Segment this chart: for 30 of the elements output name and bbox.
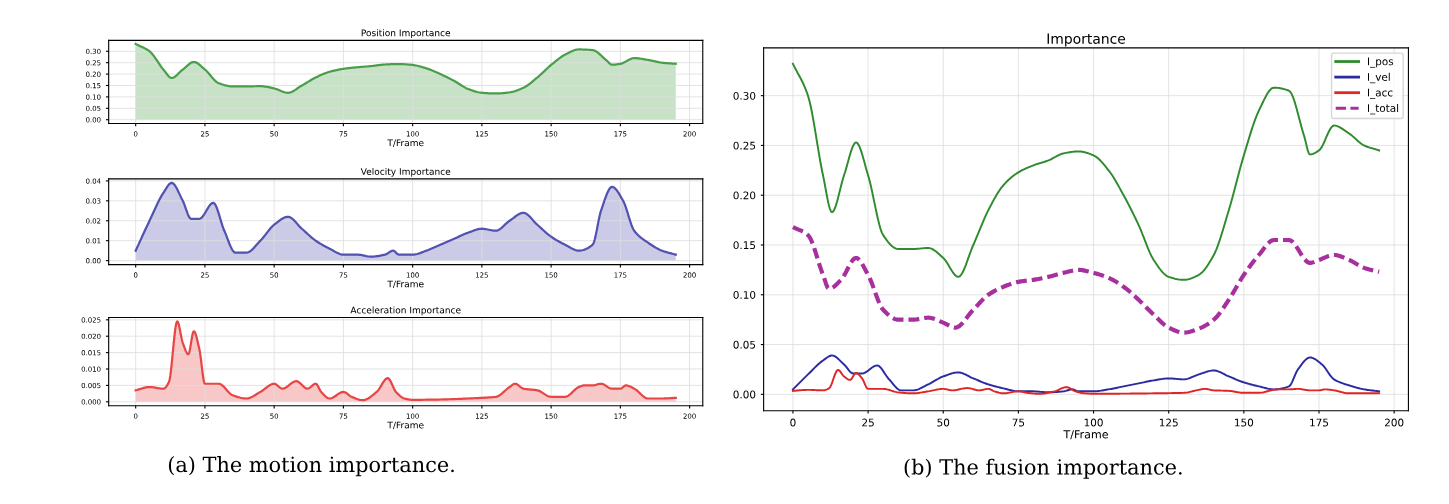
y-tick-label: 0.10 (733, 291, 756, 299)
chart-title: Position Importance (361, 29, 451, 39)
x-tick-label: 0 (790, 418, 796, 427)
chart-title: Acceleration Importance (350, 306, 461, 316)
text: (b) The fusion importance. (904, 458, 1182, 479)
y-tick-label: 0.15 (733, 241, 756, 250)
x-axis-title: T/Frame (387, 421, 424, 430)
x-axis-title: T/Frame (387, 139, 424, 147)
chart-title: Velocity Importance (360, 167, 451, 177)
x-tick-label: 125 (1159, 418, 1178, 427)
chart-title: Importance (1047, 33, 1126, 47)
y-tick-label: 0.20 (733, 191, 756, 200)
legend-label: I_acc (1367, 88, 1393, 99)
text: (a) The motion importance. (168, 456, 454, 477)
x-tick-label: 175 (1310, 418, 1329, 427)
y-tick-label: 0.00 (733, 390, 756, 399)
x-tick-label: 100 (1084, 418, 1103, 427)
y-tick-label: 0.25 (733, 141, 756, 150)
x-tick-label: 200 (1384, 418, 1404, 427)
x-tick-label: 150 (1235, 418, 1254, 427)
x-axis-title: T/Frame (387, 280, 424, 289)
y-tick-label: 0.30 (733, 91, 756, 100)
x-tick-label: 50 (937, 418, 950, 427)
y-tick-label: 0.05 (733, 340, 756, 349)
x-tick-label: 75 (1012, 418, 1025, 427)
legend-label: I_pos (1367, 57, 1394, 68)
x-tick-label: 25 (862, 418, 874, 427)
legend-label: I_vel (1367, 72, 1390, 84)
legend-label: I_total (1367, 103, 1399, 115)
x-axis-title: T/Frame (1063, 430, 1109, 440)
